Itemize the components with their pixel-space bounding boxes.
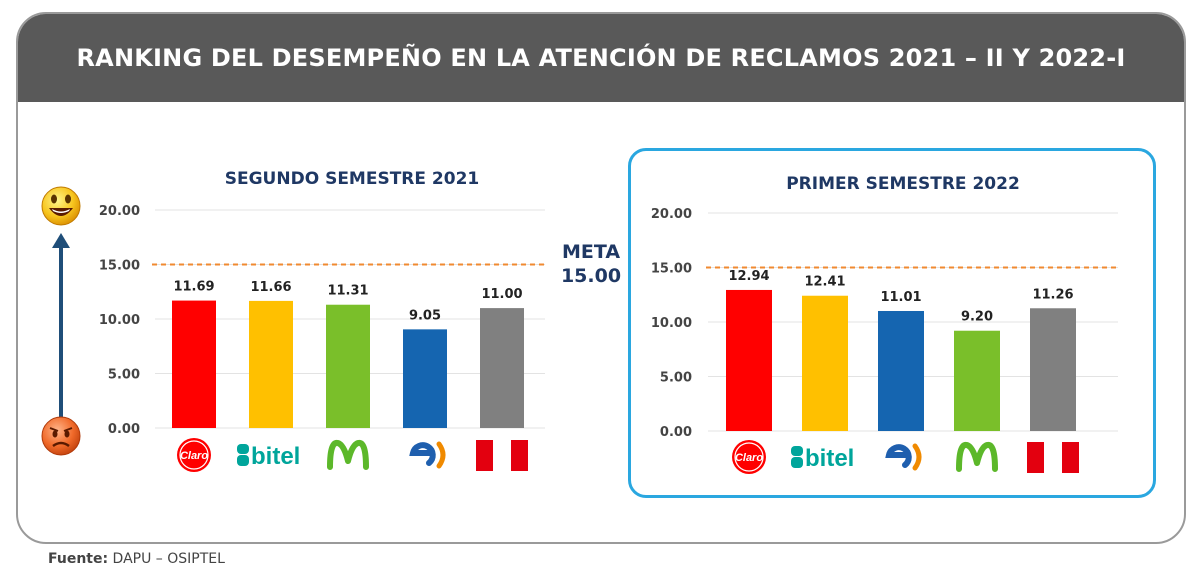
chart-frame: RANKING DEL DESEMPEÑO EN LA ATENCIÓN DE … <box>16 12 1186 544</box>
bar <box>172 300 216 428</box>
page-title: RANKING DEL DESEMPEÑO EN LA ATENCIÓN DE … <box>76 44 1126 72</box>
bar <box>1030 308 1076 431</box>
data-label: 11.66 <box>250 280 291 295</box>
data-label: 12.94 <box>728 269 769 284</box>
data-label: 11.01 <box>880 290 921 305</box>
data-label: 9.05 <box>409 308 441 323</box>
claro-logo-text: Claro <box>735 452 763 464</box>
data-label: 11.31 <box>327 284 368 299</box>
y-tick-label: 20.00 <box>99 204 140 219</box>
data-label: 12.41 <box>804 275 845 290</box>
meta-value: 15.00 <box>561 265 621 287</box>
bar <box>249 300 293 428</box>
source-label: Fuente: <box>48 551 109 567</box>
y-tick-label: 0.00 <box>108 422 140 437</box>
bar <box>954 330 1000 431</box>
y-tick-label: 5.00 <box>108 368 140 383</box>
y-tick-label: 20.00 <box>651 207 692 222</box>
up-arrow-icon <box>52 233 70 417</box>
movistar-logo-icon <box>327 439 369 470</box>
meta-label: META <box>562 241 620 263</box>
chart-title-2021: SEGUNDO SEMESTRE 2021 <box>225 169 480 189</box>
y-tick-label: 0.00 <box>660 425 692 440</box>
chart-title-2022: PRIMER SEMESTRE 2022 <box>786 174 1020 194</box>
source-text: DAPU – OSIPTEL <box>112 551 225 567</box>
data-label: 11.26 <box>1032 287 1073 302</box>
sad-face-icon <box>41 416 81 456</box>
happy-face-icon <box>41 186 81 226</box>
chart-2021: 0.00 5.00 10.00 15.00 20.00 11.69 Claro 11.66 bi… <box>99 204 545 472</box>
bar <box>326 304 370 428</box>
bitel-logo-icon: bitel <box>791 445 854 472</box>
panel-2022-highlight <box>628 148 1156 498</box>
claro-logo-text: Claro <box>180 450 208 462</box>
y-tick-label: 5.00 <box>660 371 692 386</box>
entel-logo-icon <box>885 443 922 471</box>
bitel-logo-text: bitel <box>805 445 854 472</box>
movistar-logo-icon <box>956 441 998 472</box>
bar <box>403 329 447 428</box>
bar <box>726 289 772 431</box>
bitel-logo-icon: bitel <box>237 443 300 470</box>
y-tick-label: 15.00 <box>651 262 692 277</box>
header-bar: RANKING DEL DESEMPEÑO EN LA ATENCIÓN DE … <box>18 14 1184 102</box>
peru-flag-icon <box>1027 442 1079 473</box>
bitel-logo-text: bitel <box>251 443 300 470</box>
bar <box>802 295 848 431</box>
chart-2022: 0.00 5.00 10.00 15.00 20.00 12.94 Claro 12.41 bi… <box>651 207 1118 474</box>
y-tick-label: 15.00 <box>99 259 140 274</box>
peru-flag-icon <box>476 440 528 471</box>
claro-logo-icon: Claro <box>177 438 211 472</box>
bar <box>878 310 924 431</box>
claro-logo-icon: Claro <box>732 440 766 474</box>
data-label: 9.20 <box>961 310 993 325</box>
bar <box>480 308 524 428</box>
y-tick-label: 10.00 <box>99 313 140 328</box>
y-tick-label: 10.00 <box>651 316 692 331</box>
source-note: Fuente: DAPU – OSIPTEL <box>48 551 225 567</box>
data-label: 11.69 <box>173 280 214 295</box>
entel-logo-icon <box>409 441 446 469</box>
data-label: 11.00 <box>481 287 522 302</box>
